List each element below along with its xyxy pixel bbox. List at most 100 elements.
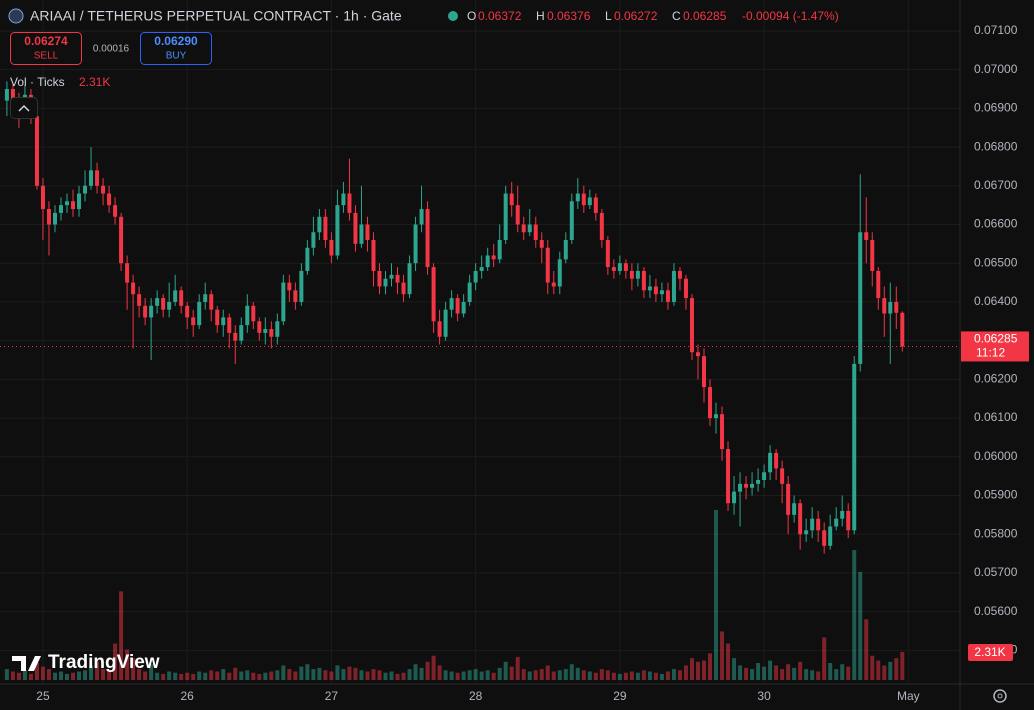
volume-bar <box>431 655 436 680</box>
candle-body <box>870 240 875 271</box>
volume-bar <box>816 671 821 680</box>
volume-bar <box>341 669 346 680</box>
volume-bar <box>28 673 33 680</box>
ohlc-value: 0.06285 <box>683 9 727 23</box>
candle-body <box>143 305 148 318</box>
candle-body <box>635 270 640 279</box>
candle-body <box>623 263 628 271</box>
volume-bar <box>101 669 106 680</box>
candle-body <box>311 232 316 248</box>
volume-bar <box>215 671 220 680</box>
candle-body <box>305 247 310 271</box>
candle-body <box>371 240 376 271</box>
volume-bar <box>287 669 292 680</box>
volume-bar <box>131 658 136 680</box>
candle-body <box>10 89 15 101</box>
ohlc-label: O <box>467 9 476 23</box>
collapse-button[interactable] <box>10 97 38 119</box>
volume-bar <box>119 591 124 680</box>
candle-body <box>347 193 352 213</box>
candle-body <box>551 282 556 287</box>
candle-body <box>689 298 694 353</box>
candle-body <box>473 270 478 283</box>
volume-bar <box>209 670 214 680</box>
candle-body <box>83 185 88 194</box>
y-tick-label: 0.06700 <box>974 178 1018 192</box>
volume-bar <box>671 669 676 680</box>
volume-bar <box>167 671 172 680</box>
candle-body <box>383 278 388 287</box>
candle-body <box>503 193 508 240</box>
candle-body <box>263 329 268 333</box>
candle-body <box>407 263 412 295</box>
candle-body <box>341 193 346 206</box>
candle-body <box>720 414 725 450</box>
candle-body <box>605 240 610 268</box>
candle-body <box>683 278 688 299</box>
candle-body <box>101 185 106 194</box>
candle-body <box>335 205 340 256</box>
candle-body <box>353 212 358 244</box>
volume-bar <box>732 658 737 680</box>
candle-body <box>768 452 773 473</box>
buy-button[interactable] <box>140 32 212 65</box>
volume-bar <box>575 667 580 680</box>
y-tick-label: 0.05800 <box>974 526 1018 540</box>
candle-body <box>545 247 550 283</box>
candle-body <box>58 205 63 213</box>
candle-body <box>521 224 526 233</box>
candle-body <box>726 449 731 504</box>
candle-body <box>52 212 57 225</box>
volume-bar <box>521 669 526 680</box>
candle-body <box>894 301 899 313</box>
volume-bar <box>413 664 418 680</box>
candle-body <box>401 282 406 295</box>
volume-bar <box>708 653 713 680</box>
x-tick-label: 26 <box>181 689 195 703</box>
sell-label: SELL <box>34 51 59 62</box>
candle-body <box>443 309 448 337</box>
candle-body <box>221 317 226 326</box>
candle-body <box>593 197 598 213</box>
candle-body <box>533 224 538 240</box>
candle-body <box>762 472 767 480</box>
volume-bar <box>605 670 610 680</box>
volume-bar <box>786 664 791 680</box>
candle-body <box>377 270 382 287</box>
volume-bar <box>683 665 688 680</box>
symbol-title[interactable]: ARIAAI / TETHERUS PERPETUAL CONTRACT · 1… <box>30 8 402 24</box>
candle-body <box>215 309 220 326</box>
volume-bar <box>587 671 592 680</box>
candle-body <box>419 209 424 225</box>
candle-body <box>647 286 652 291</box>
volume-bar <box>593 672 598 680</box>
candle-body <box>708 387 713 419</box>
volume-bar <box>203 672 208 680</box>
sell-button[interactable] <box>10 32 82 65</box>
volume-bar <box>425 661 430 680</box>
last-price-label: 0.06285 <box>974 332 1018 346</box>
settings-gear[interactable] <box>993 689 1007 703</box>
candle-body <box>792 503 797 515</box>
candle-body <box>479 267 484 271</box>
volume-bar <box>623 672 628 680</box>
candle-body <box>233 332 238 341</box>
candle-body <box>816 518 821 531</box>
volume-bar <box>233 667 238 680</box>
volume-bar <box>40 666 45 680</box>
y-tick-label: 0.05600 <box>974 604 1018 618</box>
volume-bar <box>876 660 881 680</box>
volume-bar <box>185 672 190 680</box>
candle-body <box>40 185 45 210</box>
ohlc-value: 0.06372 <box>478 9 522 23</box>
volume-bar <box>395 673 400 680</box>
volume-bar <box>449 671 454 680</box>
volume-bar <box>858 571 863 680</box>
candle-body <box>107 193 112 206</box>
candle-body <box>840 510 845 519</box>
volume-bar <box>389 671 394 680</box>
candle-body <box>665 290 670 302</box>
volume-bar <box>768 660 773 680</box>
settings-icon[interactable] <box>993 689 1007 703</box>
candle-body <box>774 452 779 469</box>
